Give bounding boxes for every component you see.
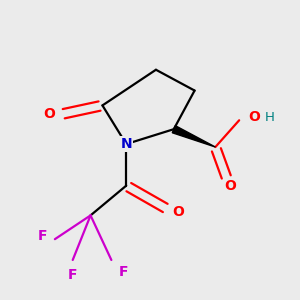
Text: O: O <box>172 206 184 219</box>
Text: F: F <box>68 268 77 282</box>
Text: F: F <box>118 265 128 279</box>
Text: H: H <box>264 111 274 124</box>
Text: O: O <box>224 179 236 193</box>
Text: O: O <box>248 110 260 124</box>
Text: O: O <box>43 107 55 121</box>
Text: N: N <box>120 137 132 151</box>
Text: F: F <box>38 229 48 243</box>
Polygon shape <box>172 126 215 147</box>
